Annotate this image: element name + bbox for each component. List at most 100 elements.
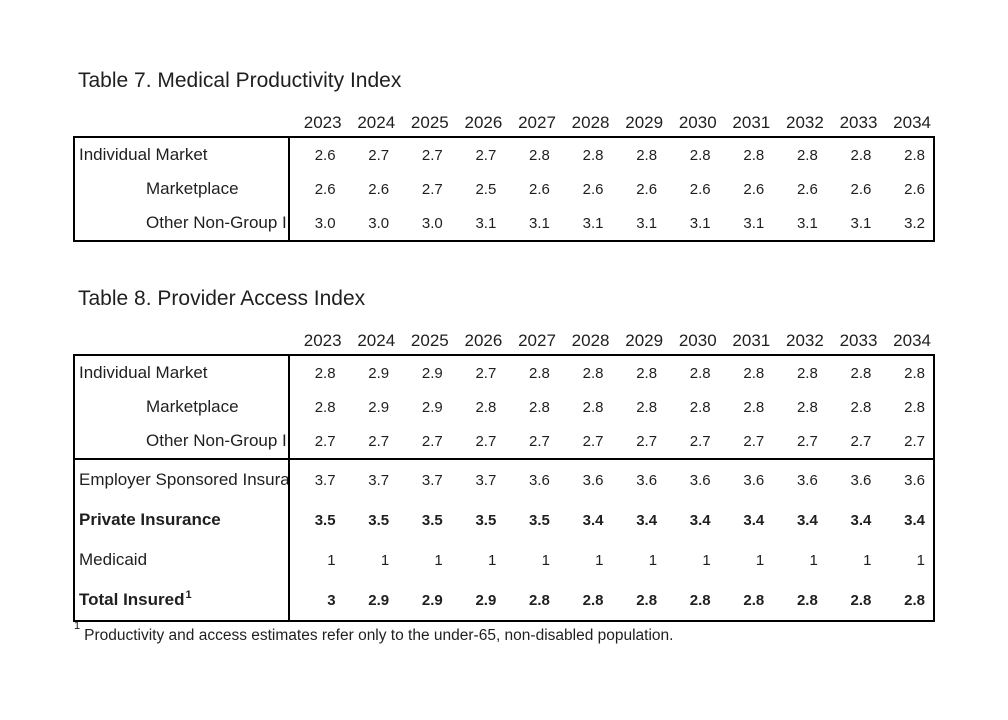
cell-value: 2.8	[582, 146, 604, 164]
cell-value: 3.1	[529, 214, 550, 232]
cell-value: 3.1	[475, 214, 497, 232]
table7-year-header-row: 2023 2024 2025 2026 2027 2028 2029 2030 2031 2032…	[73, 109, 933, 133]
cell-value: 2.8	[582, 398, 604, 416]
cell-value: 2.7	[689, 432, 711, 450]
cell-value: 2.8	[529, 364, 550, 382]
cell-value: 3.6	[796, 471, 818, 489]
cell-value: 1	[595, 551, 604, 569]
cell-value: 3.5	[368, 511, 390, 529]
cell-value: 2.6	[636, 180, 658, 198]
cell-value: 2.7	[743, 432, 765, 450]
cell-value: 3.6	[904, 471, 925, 489]
cell-value: 2.7	[475, 364, 497, 382]
table-section: Employer Sponsored Insura 3.7 3.7 3.7 3.7 3.6…	[75, 458, 933, 620]
table-row: Employer Sponsored Insura 3.7 3.7 3.7 3.7 3.6…	[75, 460, 933, 500]
cell-value: 2.7	[475, 146, 497, 164]
cell-value: 2.7	[796, 432, 818, 450]
table8-year-header-row: 2023 2024 2025 2026 2027 2028 2029 2030 2031 2032…	[73, 327, 933, 351]
cell-value: 1	[434, 551, 443, 569]
cell-value: 3.1	[796, 214, 818, 232]
cell-value: 3.7	[314, 471, 336, 489]
cell-value: 2.8	[796, 146, 818, 164]
cell-value: 2.7	[850, 432, 872, 450]
cell-value: 3.5	[529, 511, 550, 529]
cell-value: 3.1	[582, 214, 604, 232]
year-header: 2024	[357, 331, 396, 350]
cell-value: 2.8	[475, 398, 497, 416]
cell-value: 2.6	[314, 180, 336, 198]
table-row: Marketplace 2.6 2.6 2.7 2.5 2.6 2.6 2.6 2.6 2.6 2.…	[75, 172, 933, 206]
cell-value: 3.6	[582, 471, 604, 489]
year-header: 2031	[732, 331, 771, 350]
year-header: 2027	[518, 113, 556, 132]
row-label: Other Non-Group I	[75, 424, 290, 458]
cell-value: 3.0	[314, 214, 336, 232]
year-header: 2033	[839, 113, 878, 132]
table-row: Other Non-Group I 3.0 3.0 3.0 3.1 3.1 3.1 3.1 3.…	[75, 206, 933, 240]
footnote-marker: 1	[74, 620, 81, 632]
cell-value: 2.6	[368, 180, 390, 198]
cell-value: 2.8	[743, 146, 765, 164]
table-row: Medicaid 1 1 1 1 1 1 1 1 1 1 1 1	[75, 540, 933, 580]
year-header: 2024	[357, 113, 396, 132]
cell-value: 2.7	[368, 146, 390, 164]
row-label: Medicaid	[75, 540, 290, 580]
row-label: Other Non-Group I	[75, 206, 290, 240]
cell-value: 2.8	[904, 146, 925, 164]
table-row: Individual Market 2.6 2.7 2.7 2.7 2.8 2.8 2.8 2.…	[75, 138, 933, 172]
year-header: 2029	[625, 331, 664, 350]
cell-value: 2.8	[314, 398, 336, 416]
cell-value: 2.8	[904, 364, 925, 382]
cell-value: 2.7	[368, 432, 390, 450]
row-label: Private Insurance	[75, 500, 290, 540]
cell-value: 3.5	[475, 511, 497, 529]
cell-value: 2.9	[421, 591, 443, 609]
year-header: 2034	[893, 113, 931, 132]
cell-value: 1	[380, 551, 390, 569]
year-header: 2023	[303, 331, 342, 350]
cell-value: 2.5	[475, 180, 497, 198]
cell-value: 3.6	[850, 471, 872, 489]
cell-value: 1	[702, 551, 711, 569]
cell-value: 2.6	[743, 180, 765, 198]
cell-value: 1	[809, 551, 818, 569]
table-row: Individual Market 2.8 2.9 2.9 2.7 2.8 2.8 2.8 2.…	[75, 356, 933, 390]
cell-value: 3.5	[421, 511, 443, 529]
cell-value: 3.4	[582, 511, 604, 529]
table-row: Private Insurance 3.5 3.5 3.5 3.5 3.5 3.4 3.4 3.…	[75, 500, 933, 540]
table-row: Other Non-Group I 2.7 2.7 2.7 2.7 2.7 2.7 2.7 2.…	[75, 424, 933, 458]
cell-value: 2.8	[689, 146, 711, 164]
footnote-text: Productivity and access estimates refer …	[84, 627, 674, 645]
cell-value: 2.9	[421, 364, 443, 382]
footnote: 1Productivity and access estimates refer…	[74, 620, 674, 645]
cell-value: 2.7	[421, 146, 443, 164]
cell-value: 2.8	[743, 591, 765, 609]
table-section: Individual Market 2.6 2.7 2.7 2.7 2.8 2.8 2.8 2.…	[75, 138, 933, 240]
cell-value: 3.4	[850, 511, 872, 529]
cell-value: 2.8	[796, 591, 818, 609]
cell-value: 2.8	[796, 398, 818, 416]
cell-value: 3.1	[636, 214, 658, 232]
cell-value: 2.8	[314, 364, 336, 382]
cell-value: 3.6	[636, 471, 658, 489]
cell-value: 2.6	[314, 146, 336, 164]
row-label: Employer Sponsored Insura	[75, 460, 290, 500]
cell-value: 3.6	[529, 471, 550, 489]
cell-value: 2.7	[314, 432, 336, 450]
cell-value: 2.8	[743, 398, 765, 416]
cell-value: 2.8	[904, 591, 925, 609]
cell-value: 2.9	[475, 591, 497, 609]
cell-value: 3.4	[743, 511, 765, 529]
cell-value: 1	[916, 551, 925, 569]
cell-value: 1	[648, 551, 658, 569]
year-header: 2030	[678, 331, 717, 350]
year-header: 2026	[464, 113, 503, 132]
year-header: 2028	[571, 331, 610, 350]
cell-value: 3.0	[421, 214, 443, 232]
row-label: Marketplace	[75, 390, 290, 424]
year-header: 2025	[410, 331, 449, 350]
year-header: 2029	[625, 113, 664, 132]
table-section: Individual Market 2.8 2.9 2.9 2.7 2.8 2.8 2.8 2.…	[75, 356, 933, 458]
cell-value: 2.8	[850, 364, 872, 382]
cell-value: 2.8	[904, 398, 925, 416]
